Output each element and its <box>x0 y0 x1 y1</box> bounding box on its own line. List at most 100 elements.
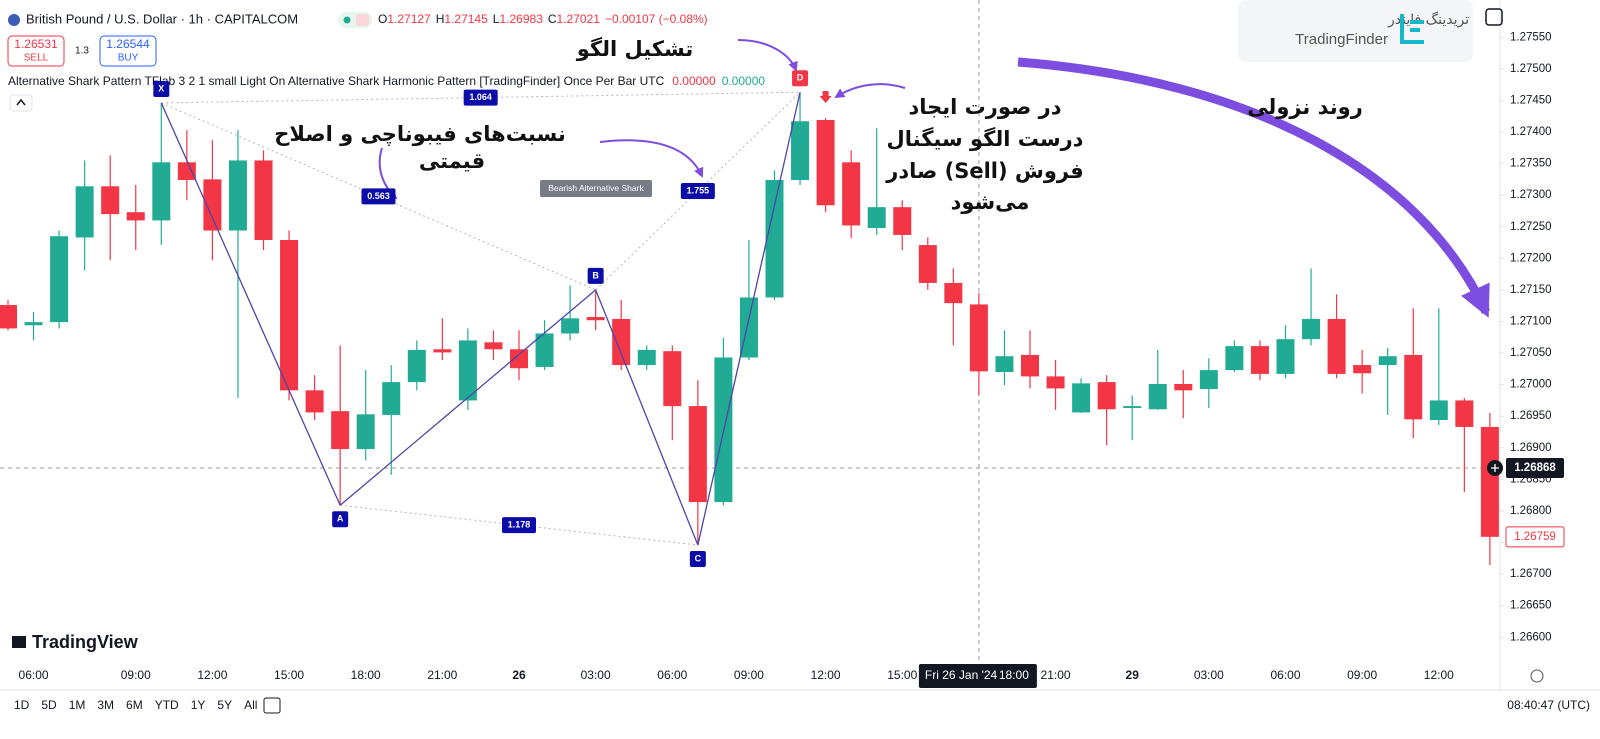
pattern-point-label: X <box>158 83 164 93</box>
buy-button[interactable] <box>99 35 157 67</box>
y-tick-label: 1.27100 <box>1510 316 1552 328</box>
candle-body <box>1378 356 1397 366</box>
ohlc-prefix: C <box>548 12 557 26</box>
x-tick-label: 06:00 <box>657 668 687 682</box>
candle-body <box>1353 365 1372 374</box>
y-tick-label: 1.27300 <box>1510 189 1552 201</box>
crosshair-time-tag <box>918 664 1037 688</box>
pattern-name: Bearish Alternative Shark <box>548 183 644 193</box>
sell-button[interactable] <box>7 35 65 67</box>
candle-body <box>0 305 17 329</box>
y-tick-label: 1.26600 <box>1510 631 1552 643</box>
pattern-point <box>689 551 706 568</box>
crosshair-add-icon <box>1491 464 1499 472</box>
range-button[interactable]: 3M <box>97 698 114 712</box>
annotation: می‌شود <box>951 190 1030 214</box>
candle-body <box>24 322 43 326</box>
indicator: Alternative Shark Pattern TFlab 3 2 1 sm… <box>8 74 665 88</box>
x-tick-label: 21:00 <box>427 668 457 682</box>
candle-body <box>765 180 784 298</box>
range-button[interactable]: 5Y <box>217 698 232 712</box>
x-tick-label: 09:00 <box>734 668 764 682</box>
candle-body <box>1327 318 1346 374</box>
candle-body <box>612 318 631 366</box>
last-price-tag <box>1505 526 1565 548</box>
pattern-ratio-line <box>161 91 801 104</box>
tv-logo <box>12 636 26 648</box>
annotation: درست الگو سیگنال <box>887 126 1084 151</box>
range-button[interactable]: 6M <box>126 698 143 712</box>
range-button[interactable]: 1M <box>69 698 86 712</box>
settings-button[interactable] <box>1530 669 1544 683</box>
candle-body <box>791 121 810 180</box>
x-tick-label: 21:00 <box>1041 668 1071 682</box>
candle-body <box>969 304 988 372</box>
ratio-box <box>463 89 498 106</box>
x-tick-label: 12:00 <box>1424 668 1454 682</box>
ohlc-prefix: H <box>436 12 445 26</box>
brand-fa: تریدینگ فایندر <box>1387 11 1469 28</box>
range-button[interactable]: All <box>244 698 257 712</box>
pattern-leg <box>595 289 699 546</box>
candle-body <box>331 411 350 450</box>
annotation: نسبت‌های فیبوناچی و اصلاح <box>274 122 566 146</box>
pattern-point <box>792 70 809 87</box>
y-tick-label: 1.27200 <box>1510 252 1552 264</box>
candle-body <box>816 120 835 206</box>
candle-body <box>1097 382 1116 410</box>
candle-body <box>101 186 120 215</box>
x-tick-label: 03:00 <box>1194 668 1224 682</box>
pattern-name-box <box>540 180 652 197</box>
x-tick-label: 06:00 <box>1270 668 1300 682</box>
y-tick-label: 1.27400 <box>1510 126 1552 138</box>
candle-body <box>1404 354 1423 420</box>
candle-body <box>458 340 477 401</box>
ohlc-change: −0.00107 (−0.08%) <box>605 12 708 26</box>
candle-body <box>688 406 707 503</box>
candle-body <box>1302 318 1321 340</box>
candle-body <box>433 349 452 353</box>
ohlc-value: 1.26983 <box>499 12 543 26</box>
crosshair-time: 18:00 <box>999 668 1029 682</box>
last-price: 1.26759 <box>1514 531 1556 543</box>
candle-body <box>739 297 758 358</box>
symbol: British Pound / U.S. Dollar · 1h · CAPIT… <box>26 11 298 26</box>
ohlc-value: 1.27145 <box>444 12 488 26</box>
date-button[interactable] <box>263 697 281 714</box>
candle-body <box>152 162 171 221</box>
crosshair-date: Fri 26 Jan '24 <box>925 668 998 682</box>
x-tick-label: 09:00 <box>1347 668 1377 682</box>
candle-body <box>995 356 1014 372</box>
ratio-label: 1.755 <box>687 185 710 195</box>
status-dot <box>343 16 351 24</box>
candle-body <box>254 160 273 240</box>
candle-body <box>1455 400 1474 427</box>
collapse-button[interactable] <box>9 94 33 112</box>
range-button[interactable]: 5D <box>41 698 57 712</box>
candle-body <box>484 342 503 350</box>
buy-label: BUY <box>118 53 139 64</box>
candle-body <box>356 414 375 450</box>
candle-body <box>382 382 401 415</box>
range-button[interactable]: 1D <box>14 698 30 712</box>
candle-body <box>637 349 656 366</box>
annotation: فروش (Sell) صادر <box>885 159 1083 183</box>
status-dot <box>356 14 369 26</box>
ohlc: O1.27127 H1.27145 L1.26983 C1.27021 −0.00107… <box>378 12 708 26</box>
pattern-ratio-line <box>595 91 801 291</box>
candle-body <box>1072 383 1091 413</box>
x-tick-label: 06:00 <box>19 668 49 682</box>
y-tick-label: 1.27500 <box>1510 63 1552 75</box>
fullscreen-button[interactable] <box>1485 8 1503 26</box>
indicator-value: 0.00000 <box>722 74 766 88</box>
y-tick-label: 1.27550 <box>1510 31 1552 43</box>
x-tick-label: 09:00 <box>121 668 151 682</box>
range-button[interactable]: YTD <box>155 698 179 712</box>
range-button[interactable]: 1Y <box>191 698 206 712</box>
candle-body <box>1276 339 1295 374</box>
candle-body <box>842 162 861 226</box>
pattern-leg <box>339 289 597 506</box>
ratio-box <box>502 517 536 534</box>
candle-body <box>1046 376 1065 389</box>
